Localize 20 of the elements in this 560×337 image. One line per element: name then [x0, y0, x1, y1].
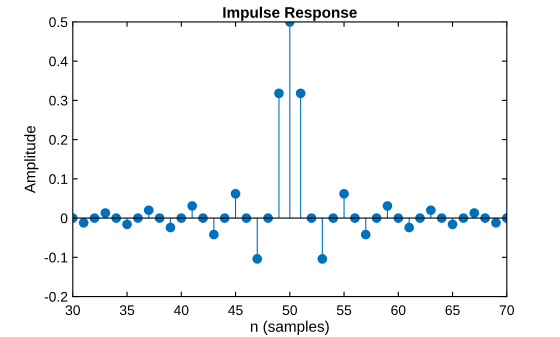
- x-tick-label: 30: [66, 305, 80, 316]
- x-tick-label: 35: [120, 305, 134, 316]
- x-axis-title: n (samples): [250, 320, 329, 335]
- x-tick-label: 40: [174, 305, 188, 316]
- y-tick-label: 0.5: [49, 17, 68, 28]
- x-tick-label: 65: [446, 305, 460, 316]
- x-tick-label: 70: [500, 305, 514, 316]
- x-tick-label: 60: [391, 305, 406, 316]
- x-tick-label: 45: [228, 305, 243, 316]
- y-tick-label: -0.2: [44, 292, 68, 302]
- chart-title: Impulse Response: [223, 6, 357, 21]
- x-tick-label: 55: [336, 305, 352, 316]
- y-axis-title: Amplitude: [24, 126, 38, 194]
- y-tick-label: 0.2: [49, 134, 68, 145]
- y-tick-label: 0.4: [49, 56, 68, 66]
- y-tick-label: -0.1: [44, 252, 68, 262]
- y-tick-label: 0.1: [49, 174, 68, 184]
- y-tick-label: 0: [60, 213, 68, 224]
- x-tick-label: 50: [282, 305, 297, 316]
- y-tick-label: 0.3: [49, 96, 68, 106]
